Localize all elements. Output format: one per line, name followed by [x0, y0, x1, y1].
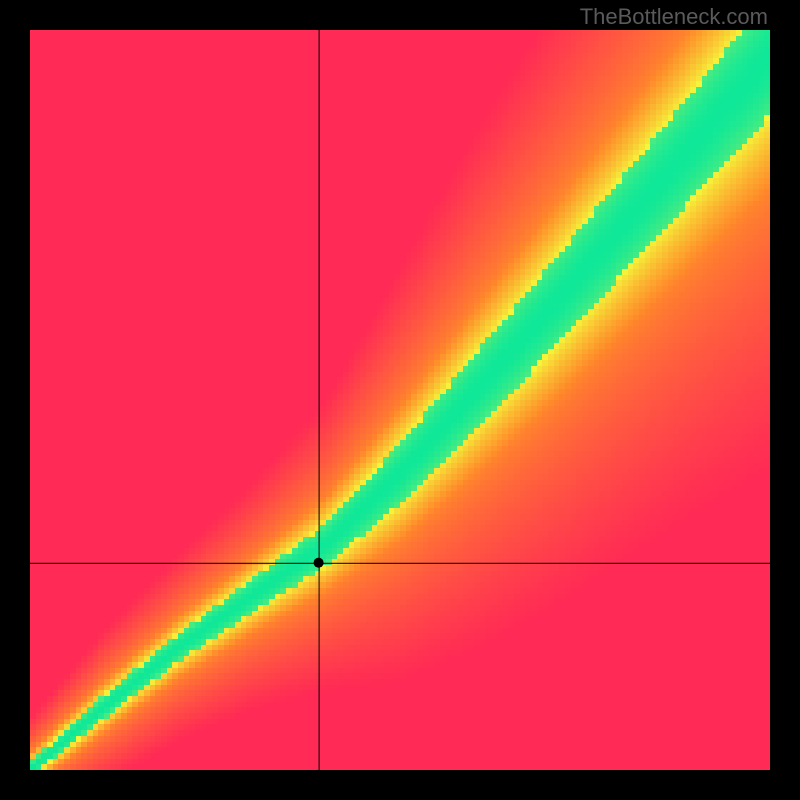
watermark-text: TheBottleneck.com [580, 4, 768, 30]
chart-container: TheBottleneck.com [0, 0, 800, 800]
bottleneck-heatmap [30, 30, 770, 770]
